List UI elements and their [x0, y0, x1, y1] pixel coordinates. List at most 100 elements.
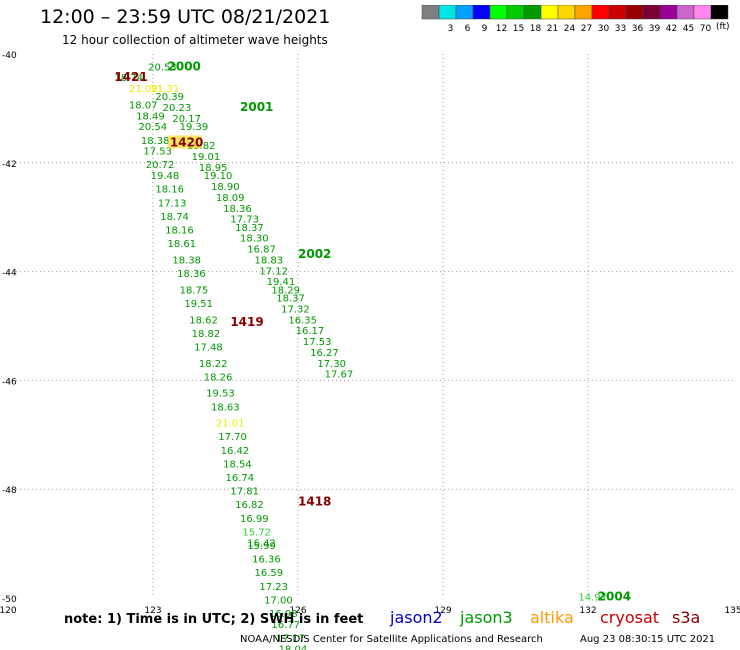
legend-label: 45 [683, 24, 694, 34]
wave-height-label: 18.36 [223, 204, 252, 215]
wave-height-label: 19.10 [204, 171, 233, 182]
footer-credit: NOAA/NESDIS Center for Satellite Applica… [240, 634, 543, 645]
y-tick-label: -44 [2, 269, 17, 279]
time-label: 1421 [114, 70, 147, 84]
chart-title: 12:00 – 23:59 UTC 08/21/2021 [40, 6, 331, 28]
wave-height-label: 17.70 [218, 432, 247, 443]
time-label: 1418 [298, 495, 331, 509]
legend-label: 33 [615, 24, 626, 34]
legend-label: 3 [448, 24, 454, 34]
wave-height-label: 16.36 [252, 555, 281, 566]
wave-height-label: 16.87 [247, 245, 276, 256]
wave-height-label: 19.01 [192, 152, 221, 163]
wave-height-label: 18.26 [204, 372, 233, 383]
wave-height-label: 18.29 [271, 285, 300, 296]
wave-height-label: 16.82 [235, 500, 264, 511]
wave-height-label: 18.95 [199, 163, 228, 174]
y-tick-label: -50 [2, 595, 17, 605]
satellite-legend-item: cryosat [600, 608, 660, 627]
time-label: 2004 [598, 590, 631, 604]
wave-height-label: 19.53 [206, 389, 235, 400]
wave-height-label: 19.41 [267, 277, 296, 288]
y-tick-label: -48 [2, 486, 17, 496]
legend-label: 24 [564, 24, 576, 34]
legend-label: 18 [530, 24, 542, 34]
x-tick-label: 126 [289, 606, 306, 616]
legend-label: 12 [496, 24, 507, 34]
legend-label: 39 [649, 24, 661, 34]
wave-height-label: 16.98 [269, 609, 298, 620]
wave-height-label: 17.32 [281, 304, 310, 315]
satellite-legend-item: altika [530, 608, 574, 627]
wave-height-label: 17.73 [230, 215, 259, 226]
x-tick-label: 123 [144, 606, 161, 616]
wave-height-label: 19.39 [180, 122, 209, 133]
x-tick-label: 132 [579, 606, 596, 616]
wave-height-label: 18.61 [168, 239, 197, 250]
wave-height-label: 18.62 [189, 315, 218, 326]
wave-height-label: 18.75 [180, 285, 209, 296]
wave-height-label: 18.49 [136, 111, 165, 122]
wave-height-label: 20.54 [139, 122, 168, 133]
wave-height-label: 18.37 [235, 223, 264, 234]
time-label: 1420 [170, 135, 203, 149]
wave-height-label: 16.35 [288, 315, 317, 326]
wave-height-label: 18.74 [160, 212, 189, 223]
wave-height-label: 15.72 [242, 527, 271, 538]
wave-height-label: 17.81 [230, 487, 259, 498]
legend-label: 27 [581, 24, 592, 34]
wave-height-label: 18.90 [211, 182, 240, 193]
wave-height-label: 18.38 [141, 136, 170, 147]
legend-label: 9 [482, 24, 488, 34]
x-tick-label: 135 [724, 606, 740, 616]
legend-label: 21 [547, 24, 558, 34]
wave-height-label: 20.39 [155, 92, 184, 103]
wave-height-label: 16.27 [310, 348, 339, 359]
chart-subtitle: 12 hour collection of altimeter wave hei… [62, 33, 328, 47]
wave-height-label: 16.74 [226, 473, 255, 484]
satellite-legend-item: s3a [672, 608, 701, 627]
wave-height-label: 17.53 [303, 337, 332, 348]
wave-height-label: 19.48 [151, 171, 180, 182]
wave-height-label: 18.04 [279, 644, 308, 650]
wave-height-label: 18.37 [276, 294, 305, 305]
legend-label: 36 [632, 24, 644, 34]
wave-height-label: 18.83 [255, 255, 284, 266]
satellite-legend-item: jason2 [390, 608, 443, 627]
wave-height-label: 18.09 [216, 193, 245, 204]
wave-height-label: 17.12 [259, 266, 288, 277]
wave-height-label: 18.82 [192, 329, 221, 340]
wave-height-label: 17.17 [276, 634, 305, 645]
wave-height-label: 17.30 [317, 359, 346, 370]
x-tick-label: 129 [434, 606, 451, 616]
wave-height-label: 20.53 [148, 62, 177, 73]
wave-height-label: 21.31 [151, 84, 180, 95]
wave-height-label: 18.07 [129, 100, 158, 111]
legend-label: 42 [666, 24, 677, 34]
color-legend: 3 6 9 12 15 18 21 24 27 30 33 36 39 42 45 70 [421, 5, 729, 34]
wave-height-label: 16.17 [296, 326, 325, 337]
wave-height-label: 18.54 [223, 459, 252, 470]
legend-label: 6 [465, 24, 471, 34]
wave-height-label: 17.23 [259, 582, 288, 593]
legend-units: (ft) [716, 22, 730, 32]
wave-height-label: 14.97 [578, 593, 607, 604]
y-tick-label: -46 [2, 377, 17, 387]
legend-label: 70 [700, 24, 712, 34]
wave-height-label: 20.17 [172, 114, 201, 125]
time-label: 2000 [168, 59, 201, 73]
wave-height-label: 20.23 [163, 103, 192, 114]
wave-height-label: 17.67 [325, 370, 354, 381]
wave-height-label: 18.38 [172, 255, 201, 266]
wave-height-label: 20.72 [146, 160, 175, 171]
wave-height-label: 16.42 [221, 446, 250, 457]
time-label: 2002 [298, 247, 331, 261]
footer-note: note: 1) Time is in UTC; 2) SWH is in fe… [64, 612, 364, 627]
wave-height-label: 18.63 [211, 402, 240, 413]
wave-height-label: 18.36 [177, 269, 206, 280]
wave-height-label: 16.99 [240, 514, 269, 525]
legend-label: 15 [513, 24, 524, 34]
wave-height-label: 15.99 [247, 541, 276, 552]
wave-height-label: 17.53 [143, 147, 172, 158]
